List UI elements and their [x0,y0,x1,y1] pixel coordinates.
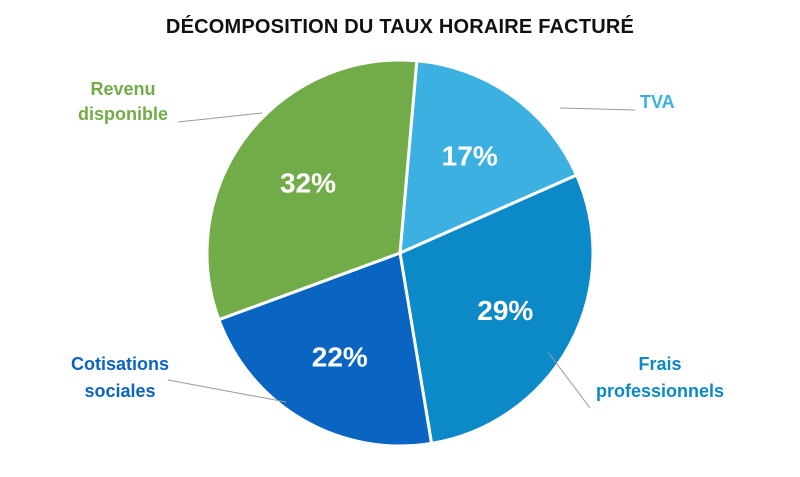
pct-label-revenu-disponible: 32% [280,168,336,199]
leader-line-revenu-disponible [177,112,263,123]
pie-slice-tva [398,59,579,256]
category-label-revenu-disponible: Revenu disponible [78,79,168,124]
category-label-tva: TVA [640,92,675,112]
category-label-line: professionnels [596,381,724,401]
category-label-line: disponible [78,104,168,124]
leader-line-frais-professionnels [547,351,591,409]
category-label-line: sociales [84,381,155,401]
category-label-line: TVA [640,92,675,112]
pct-label-cotisations-sociales: 22% [312,341,368,372]
leader-line-tva [559,107,636,111]
category-label-cotisations-sociales: Cotisations sociales [71,354,169,401]
pie-slice-frais-professionnels [398,173,595,446]
leader-line-cotisations-sociales [167,379,287,403]
category-label-frais-professionnels: Frais professionnels [596,354,724,401]
category-label-line: Revenu [90,79,155,99]
category-label-line: Cotisations [71,354,169,374]
category-label-line: Frais [638,354,681,374]
pct-label-frais-professionnels: 29% [477,295,533,326]
pct-label-tva: 17% [442,141,498,172]
pie-slice-revenu-disponible [205,58,419,322]
chart-title: DÉCOMPOSITION DU TAUX HORAIRE FACTURÉ [165,16,635,38]
